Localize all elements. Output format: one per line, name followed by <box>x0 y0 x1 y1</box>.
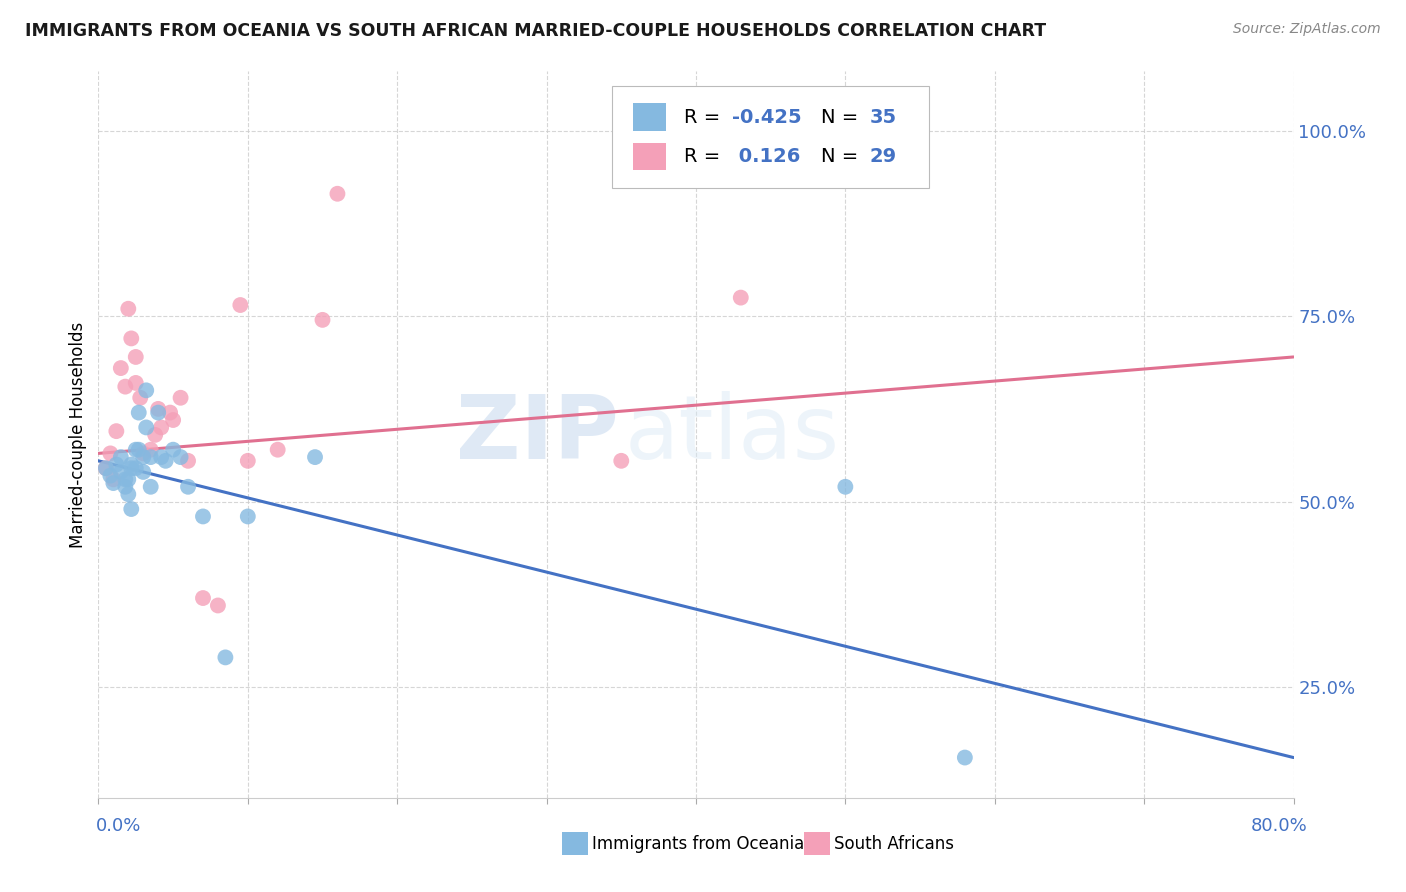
Point <box>132 446 155 460</box>
Point <box>139 480 162 494</box>
Point <box>177 480 200 494</box>
Point <box>125 442 148 457</box>
Text: 35: 35 <box>869 108 897 127</box>
Point <box>132 465 155 479</box>
Point <box>162 442 184 457</box>
Point <box>159 406 181 420</box>
Point <box>120 461 142 475</box>
Text: -0.425: -0.425 <box>733 108 801 127</box>
Text: Immigrants from Oceania: Immigrants from Oceania <box>592 835 804 853</box>
Point <box>110 450 132 464</box>
Point <box>326 186 349 201</box>
Point <box>120 458 142 472</box>
Point <box>191 591 214 605</box>
Text: R =: R = <box>685 147 727 166</box>
Point <box>129 391 152 405</box>
Point <box>117 301 139 316</box>
Point <box>128 406 150 420</box>
Point <box>94 461 117 475</box>
Point <box>139 450 162 464</box>
Point <box>114 480 136 494</box>
Point <box>110 465 132 479</box>
Point <box>110 361 132 376</box>
Point <box>125 376 148 390</box>
Point <box>311 313 333 327</box>
Text: 0.0%: 0.0% <box>96 817 141 835</box>
Point <box>120 502 142 516</box>
Point <box>236 509 259 524</box>
Point <box>98 446 122 460</box>
Text: N =: N = <box>821 147 865 166</box>
Point <box>125 350 148 364</box>
Point <box>128 442 150 457</box>
Text: 0.126: 0.126 <box>733 147 800 166</box>
FancyBboxPatch shape <box>613 86 929 187</box>
Point <box>139 442 162 457</box>
Point <box>98 468 122 483</box>
Point <box>148 406 170 420</box>
Point <box>125 461 148 475</box>
Point <box>103 476 125 491</box>
Point <box>155 454 177 468</box>
Point <box>150 450 173 464</box>
Point <box>117 487 139 501</box>
Point <box>105 458 128 472</box>
Point <box>834 480 856 494</box>
Text: 80.0%: 80.0% <box>1251 817 1308 835</box>
Point <box>135 384 157 398</box>
Point <box>114 379 136 393</box>
Point <box>267 442 290 457</box>
Point <box>177 454 200 468</box>
Point <box>169 391 191 405</box>
Point <box>150 420 173 434</box>
Point <box>143 428 166 442</box>
Point <box>236 454 259 468</box>
Point <box>120 331 142 345</box>
Y-axis label: Married-couple Households: Married-couple Households <box>69 322 87 548</box>
Text: N =: N = <box>821 108 865 127</box>
Point <box>117 472 139 486</box>
Point <box>114 472 136 486</box>
Point <box>103 472 125 486</box>
Point <box>191 509 214 524</box>
Point <box>207 599 229 613</box>
Point <box>953 750 976 764</box>
Point <box>610 454 633 468</box>
Point <box>132 450 155 464</box>
Point <box>214 650 236 665</box>
Point <box>304 450 326 464</box>
Point <box>169 450 191 464</box>
Text: atlas: atlas <box>624 392 839 478</box>
Text: IMMIGRANTS FROM OCEANIA VS SOUTH AFRICAN MARRIED-COUPLE HOUSEHOLDS CORRELATION C: IMMIGRANTS FROM OCEANIA VS SOUTH AFRICAN… <box>25 22 1046 40</box>
Point <box>94 461 117 475</box>
Text: 29: 29 <box>869 147 897 166</box>
Point <box>730 291 752 305</box>
Point <box>148 401 170 416</box>
Text: Source: ZipAtlas.com: Source: ZipAtlas.com <box>1233 22 1381 37</box>
Point <box>162 413 184 427</box>
Bar <box>633 143 666 170</box>
Text: South Africans: South Africans <box>834 835 953 853</box>
Text: ZIP: ZIP <box>456 392 619 478</box>
Point <box>105 424 128 438</box>
Point <box>229 298 252 312</box>
Point <box>135 420 157 434</box>
Bar <box>633 103 666 131</box>
Text: R =: R = <box>685 108 727 127</box>
